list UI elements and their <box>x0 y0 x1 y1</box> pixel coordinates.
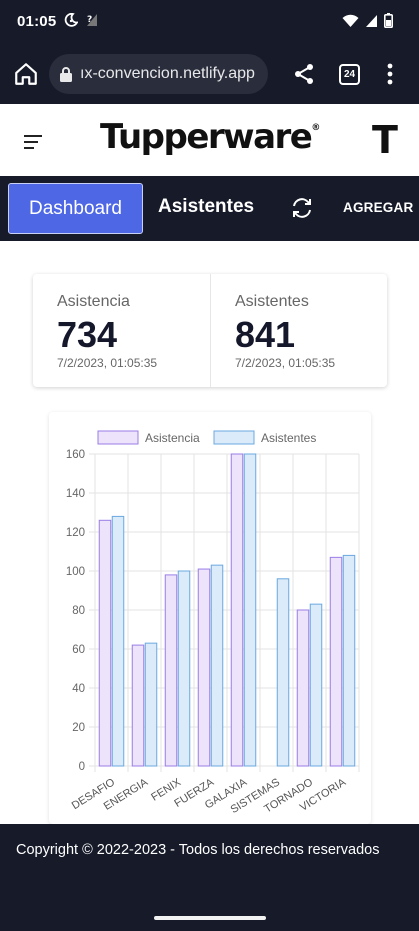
address-bar[interactable]: ıx-convencion.netlify.app <box>49 54 268 94</box>
battery-icon <box>384 13 393 28</box>
stats-card: Asistencia 734 7/2/2023, 01:05:35 Asiste… <box>33 274 387 387</box>
bar-asistentes-sistemas <box>276 578 290 767</box>
copyright-text: Copyright © 2022-2023 - Todos los derech… <box>16 842 380 858</box>
y-tick-label: 140 <box>66 488 85 500</box>
tab-switcher-button[interactable]: 24 <box>339 64 360 85</box>
y-tick-label: 0 <box>79 761 85 773</box>
y-tick-label: 20 <box>72 722 85 734</box>
bar-asistentes-victoria <box>342 554 356 767</box>
legend-swatch <box>213 430 255 445</box>
refresh-icon[interactable] <box>290 196 314 220</box>
tab-dashboard[interactable]: Dashboard <box>8 183 143 234</box>
stat-asistentes: Asistentes 841 7/2/2023, 01:05:35 <box>210 274 387 387</box>
hamburger-menu-icon[interactable] <box>24 135 42 149</box>
tab-count: 24 <box>343 69 356 80</box>
lock-icon <box>60 67 72 82</box>
stat-value: 734 <box>57 314 118 355</box>
bar-asistentes-galaxia <box>243 453 257 767</box>
share-icon[interactable] <box>293 63 315 85</box>
chart-card: 0 20 40 60 80 100 120 140 160 DESAFIO ENERGIA FENIX… <box>49 412 371 824</box>
do-not-disturb-icon <box>64 13 78 27</box>
legend-label: Asistencia <box>145 431 200 445</box>
bar-asistencia-fenix <box>164 574 178 767</box>
no-signal-icon: ? <box>87 14 97 26</box>
agregar-button[interactable]: AGREGAR <box>343 200 414 215</box>
y-tick-label: 40 <box>72 683 85 695</box>
bar-asistencia-victoria <box>329 556 343 767</box>
bar-asistencia-energia <box>131 644 145 767</box>
home-icon[interactable] <box>13 61 39 87</box>
browser-toolbar: ıx-convencion.netlify.app 24 <box>0 46 419 104</box>
more-vert-icon[interactable] <box>383 62 397 86</box>
legend-swatch <box>97 430 139 445</box>
stat-timestamp: 7/2/2023, 01:05:35 <box>57 356 158 370</box>
y-tick-label: 160 <box>66 449 85 461</box>
y-tick-label: 100 <box>66 566 85 578</box>
y-tick-label: 120 <box>66 527 85 539</box>
bar-asistentes-fuerza <box>210 564 224 767</box>
bar-asistentes-tornado <box>309 603 323 767</box>
wifi-icon <box>342 14 359 27</box>
stat-asistencia: Asistencia 734 7/2/2023, 01:05:35 <box>33 274 210 387</box>
status-time: 01:05 <box>17 13 57 30</box>
bar-asistentes-desafio <box>111 515 125 767</box>
site-header: Tupperware® T <box>0 104 419 176</box>
stat-label: Asistencia <box>57 293 130 310</box>
y-tick-label: 80 <box>72 605 85 617</box>
tupperware-logo[interactable]: Tupperware® <box>100 117 321 157</box>
svg-text:?: ? <box>87 15 92 25</box>
stat-value: 841 <box>235 314 296 355</box>
bar-asistentes-energia <box>144 642 158 767</box>
footer: Copyright © 2022-2023 - Todos los derech… <box>0 824 419 931</box>
bar-asistencia-galaxia <box>230 453 244 767</box>
y-tick-label: 60 <box>72 644 85 656</box>
stat-timestamp: 7/2/2023, 01:05:35 <box>235 356 336 370</box>
tab-asistentes[interactable]: Asistentes <box>158 196 255 217</box>
bar-asistencia-tornado <box>296 609 310 767</box>
main-nav: Dashboard Asistentes AGREGAR <box>0 176 419 241</box>
legend-label: Asistentes <box>261 431 316 445</box>
secondary-logo: T <box>372 118 398 162</box>
stat-label: Asistentes <box>235 293 309 310</box>
status-bar: 01:05 ? <box>0 0 419 46</box>
gesture-bar <box>154 916 266 920</box>
bar-asistencia-fuerza <box>197 568 211 767</box>
signal-icon <box>366 14 377 27</box>
bar-asistencia-desafio <box>98 519 112 767</box>
bar-asistentes-fenix <box>177 570 191 767</box>
url-text: ıx-convencion.netlify.app <box>80 65 255 82</box>
